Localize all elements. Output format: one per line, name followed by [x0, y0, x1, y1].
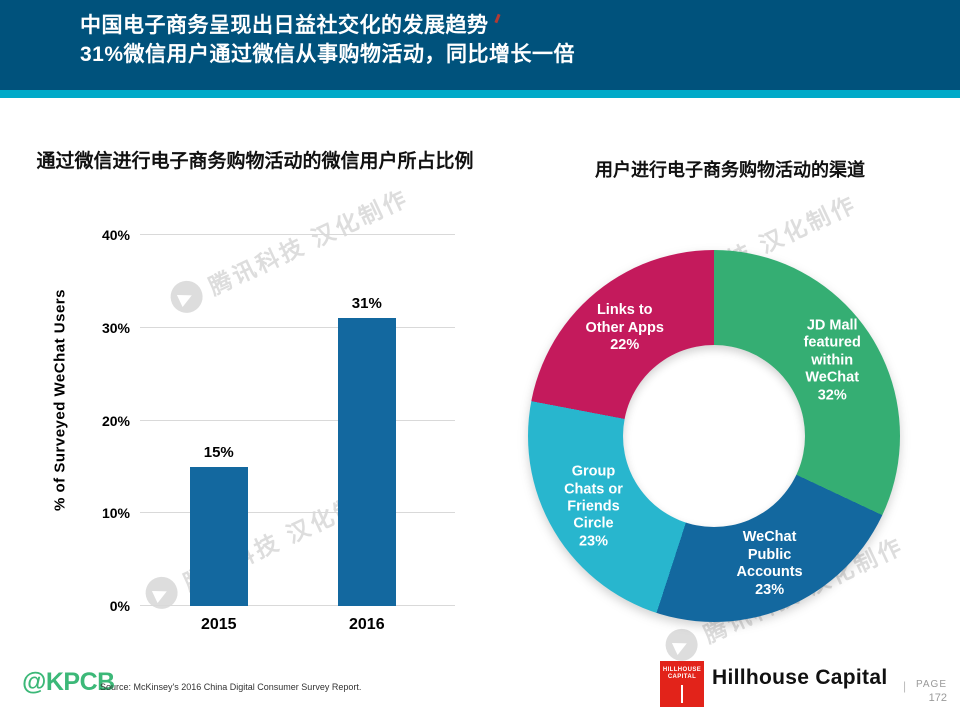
y-tick-label: 0%	[109, 598, 130, 614]
page-indicator: PAGE 172	[905, 679, 947, 704]
slide-title: 中国电子商务呈现出日益社交化的发展趋势 31%微信用户通过微信从事购物活动，同比…	[80, 11, 575, 69]
bar-chart-y-axis-title: % of Surveyed WeChat Users	[51, 289, 69, 511]
kpcb-logo: @KPCB	[22, 668, 115, 696]
donut-segment-label: WeChat Public Accounts 23%	[736, 529, 803, 598]
donut-segment-label: Links to Other Apps 22%	[585, 302, 664, 353]
hillhouse-logo-text: HILLHOUSE CAPITAL	[662, 667, 702, 680]
y-tick-label: 40%	[101, 227, 130, 243]
page-label: PAGE	[915, 679, 947, 690]
y-tick-label: 30%	[101, 319, 130, 336]
hillhouse-wordmark: Hillhouse Capital	[712, 666, 888, 689]
header-accent-strip	[0, 90, 960, 98]
y-tick-label: 20%	[101, 412, 130, 429]
page-number: 172	[928, 692, 947, 704]
source-citation: Source: McKinsey's 2016 China Digital Co…	[100, 682, 362, 692]
watermark-badge-icon: ▶	[660, 623, 703, 667]
slide-header: 中国电子商务呈现出日益社交化的发展趋势 31%微信用户通过微信从事购物活动，同比…	[0, 0, 960, 90]
bar-2015	[189, 466, 248, 606]
gridline-40%	[140, 234, 455, 235]
red-tick-mark	[493, 13, 501, 24]
gridline-20%	[140, 419, 455, 421]
slide-title-line1: 中国电子商务呈现出日益社交化的发展趋势	[80, 11, 575, 40]
bar-value-label-2016: 31%	[351, 295, 382, 313]
slide-title-line2: 31%微信用户通过微信从事购物活动，同比增长一倍	[80, 43, 576, 66]
bar-chart-plot-area: 0% 10% 20% 30% 40% 15% 2015 31% 2016	[102, 227, 455, 633]
x-category-label-2016: 2016	[349, 616, 385, 633]
y-tick-label: 10%	[101, 505, 130, 522]
bar-value-label-2015: 15%	[203, 443, 234, 461]
gridline-30%	[140, 326, 455, 328]
page-separator: |	[903, 679, 907, 693]
gridline-10%	[140, 512, 455, 514]
donut-segment-label: Group Chats or Friends Circle 23%	[564, 463, 623, 550]
donut-chart: JD Mall featured within WeChat 32% WeChat…	[528, 250, 900, 622]
bar-chart-title: 通过微信进行电子商务购物活动的微信用户所占比例	[36, 151, 474, 172]
donut-hole	[623, 345, 805, 527]
hillhouse-logo: HILLHOUSE CAPITAL	[660, 661, 704, 707]
hillhouse-logo-mark	[681, 685, 683, 703]
gridline-0%	[140, 605, 455, 606]
bar-2016	[337, 318, 396, 606]
donut-chart-title: 用户进行电子商务购物活动的渠道	[595, 160, 865, 180]
donut-segment-label: JD Mall featured within WeChat 32%	[803, 317, 861, 404]
x-category-label-2015: 2015	[200, 616, 237, 633]
